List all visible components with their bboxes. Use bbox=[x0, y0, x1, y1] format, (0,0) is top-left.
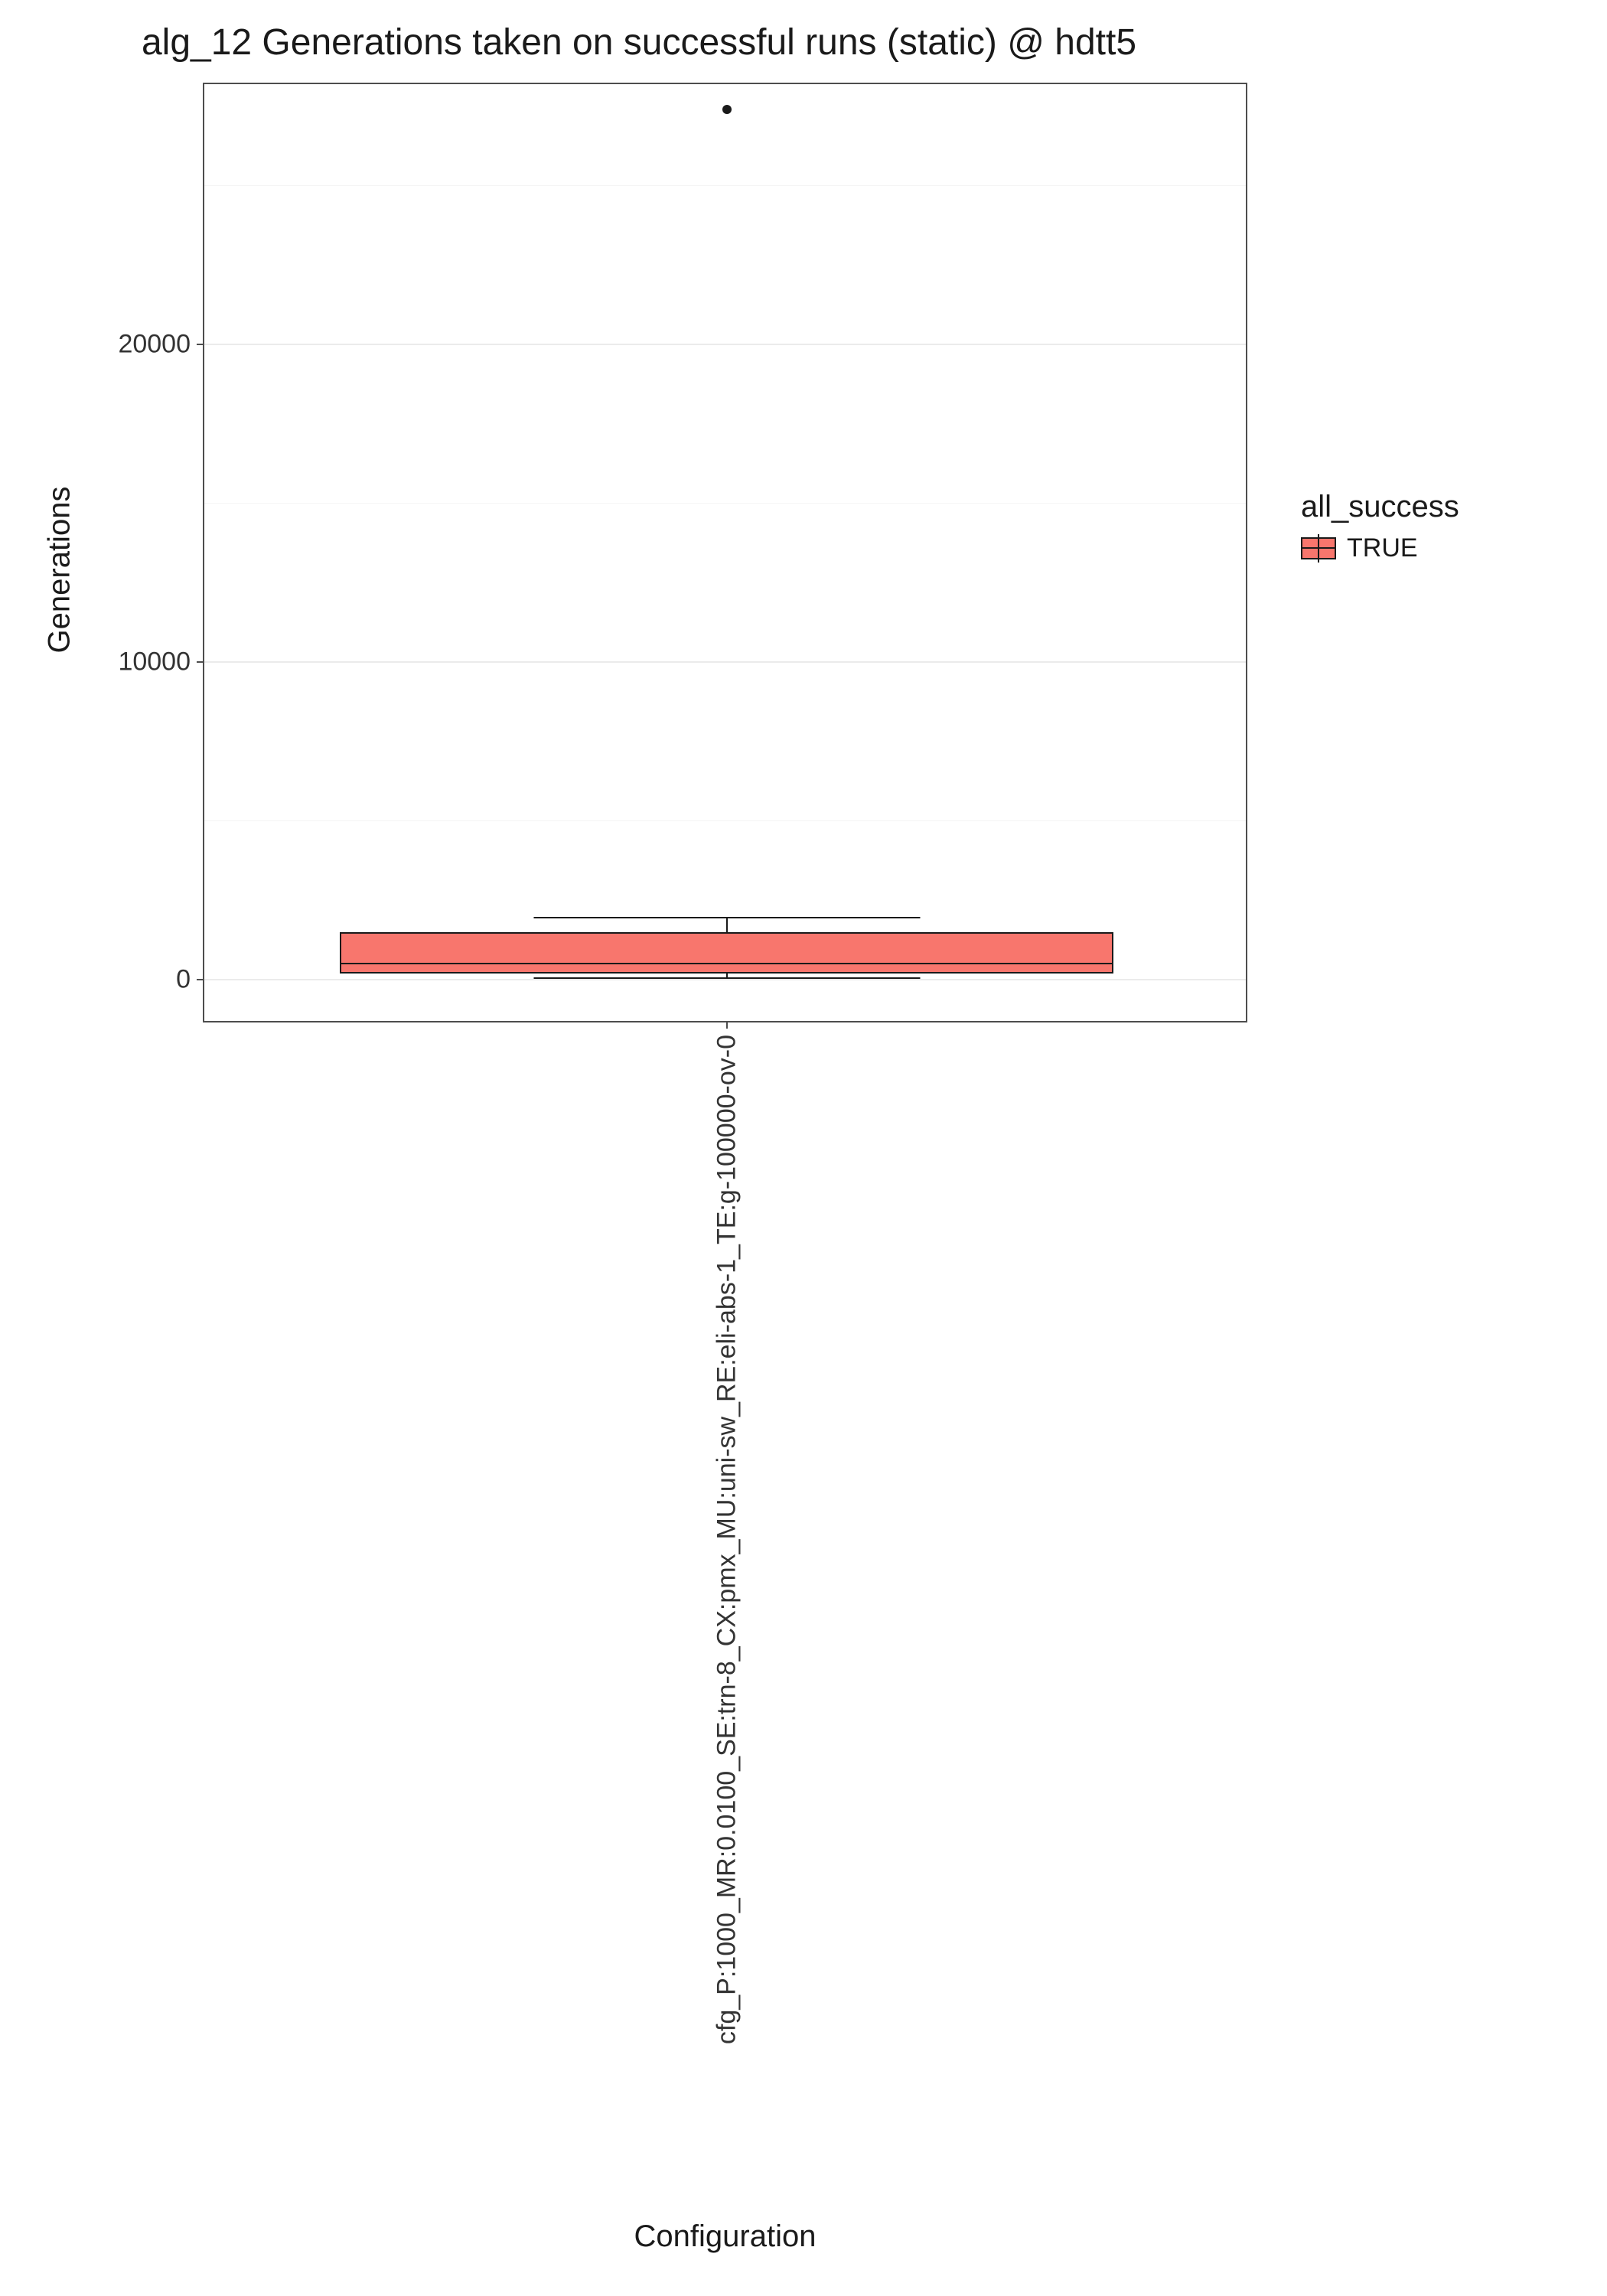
y-axis-title: Generations bbox=[43, 100, 77, 1040]
boxplot-outlier bbox=[722, 105, 732, 114]
x-tick-mark bbox=[726, 1021, 728, 1029]
legend-item: TRUE bbox=[1301, 533, 1459, 563]
boxplot-median bbox=[340, 963, 1113, 964]
boxplot-whisker bbox=[726, 918, 728, 932]
x-axis-title: Configuration bbox=[203, 2219, 1247, 2254]
gridline-minor bbox=[204, 820, 1246, 821]
legend: all_success TRUE bbox=[1301, 490, 1459, 563]
y-tick-mark bbox=[197, 661, 204, 663]
y-tick-mark bbox=[197, 979, 204, 980]
chart-title: alg_12 Generations taken on successful r… bbox=[0, 21, 1278, 64]
legend-key bbox=[1301, 537, 1336, 559]
y-tick-mark bbox=[197, 344, 204, 345]
boxplot-box bbox=[340, 932, 1113, 974]
legend-label: TRUE bbox=[1347, 533, 1418, 563]
boxplot-whisker-cap bbox=[533, 977, 920, 979]
gridline-major bbox=[204, 979, 1246, 980]
gridline-minor bbox=[204, 503, 1246, 504]
legend-key-whisker bbox=[1318, 534, 1319, 563]
gridline-minor bbox=[204, 185, 1246, 186]
gridline-major bbox=[204, 344, 1246, 345]
y-tick-label: 0 bbox=[176, 964, 191, 994]
x-tick-label: cfg_P:1000_MR:0.0100_SE:trn-8_CX:pmx_MU:… bbox=[712, 1035, 742, 2044]
plot-panel: 01000020000cfg_P:1000_MR:0.0100_SE:trn-8… bbox=[203, 83, 1247, 1022]
y-tick-label: 20000 bbox=[118, 330, 191, 360]
y-tick-label: 10000 bbox=[118, 647, 191, 677]
chart-container: alg_12 Generations taken on successful r… bbox=[0, 0, 1607, 2296]
legend-title: all_success bbox=[1301, 490, 1459, 524]
boxplot-whisker-cap bbox=[533, 917, 920, 918]
gridline-major bbox=[204, 661, 1246, 663]
